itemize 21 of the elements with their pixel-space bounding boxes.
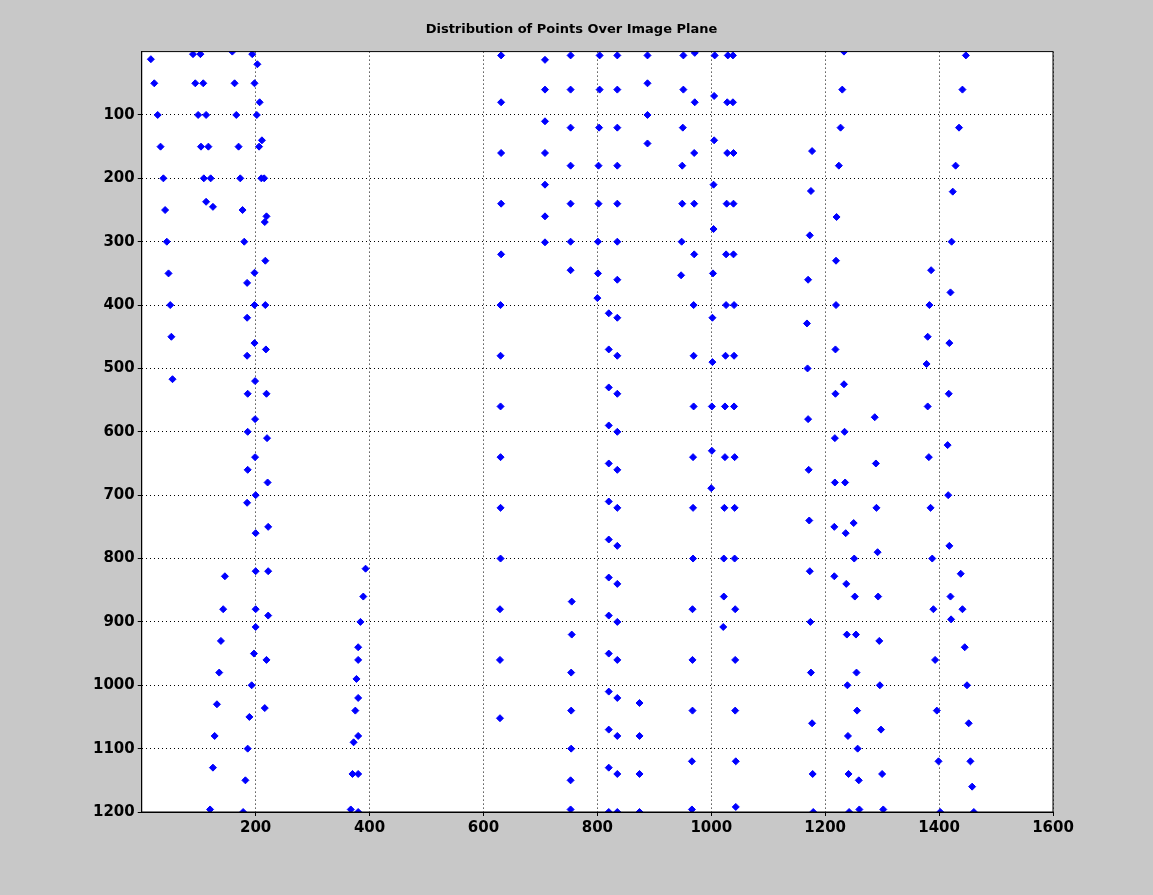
y-tick-label: 600: [103, 421, 135, 440]
y-tick-label: 1200: [93, 801, 135, 820]
chart-title: Distribution of Points Over Image Plane: [425, 21, 718, 37]
x-tick-label: 1000: [690, 817, 733, 836]
y-tick-label: 100: [103, 104, 135, 123]
x-tick-label: 800: [581, 817, 614, 836]
y-tick-label: 200: [103, 168, 135, 187]
y-tick-label: 300: [103, 231, 135, 250]
x-tick-label: 1200: [804, 817, 847, 836]
x-tick-label: 400: [353, 817, 386, 836]
x-tick-label: 1400: [918, 817, 960, 836]
y-tick-label: 500: [103, 358, 135, 377]
y-tick-label: 400: [103, 294, 135, 313]
x-tick-label: 200: [240, 817, 272, 836]
x-tick-label: 1600: [1032, 817, 1074, 836]
y-tick-label: 700: [103, 485, 135, 504]
y-tick-label: 1000: [93, 675, 135, 694]
y-tick-label: 900: [103, 611, 135, 630]
y-tick-label: 1100: [93, 738, 135, 757]
y-tick-label: 800: [103, 548, 135, 567]
x-tick-label: 600: [467, 817, 500, 836]
